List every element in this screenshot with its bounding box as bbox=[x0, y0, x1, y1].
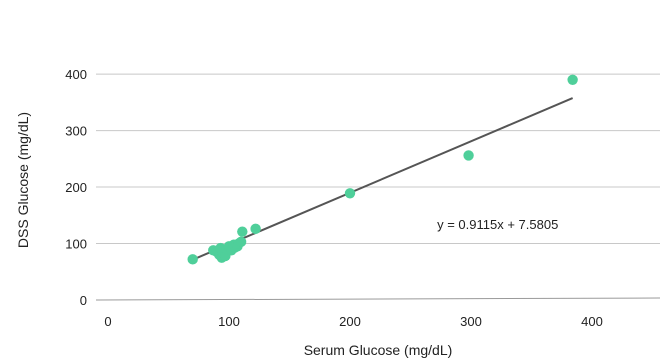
data-point-1 bbox=[187, 254, 198, 265]
data-points bbox=[187, 74, 578, 265]
trendline bbox=[194, 97, 574, 260]
x-tick-label-0: 0 bbox=[104, 314, 111, 329]
y-axis-ticks: 0 100 200 300 400 bbox=[65, 67, 87, 308]
y-tick-label-200: 200 bbox=[65, 180, 87, 195]
x-tick-label-300: 300 bbox=[460, 314, 482, 329]
gridlines bbox=[95, 73, 661, 301]
x-tick-label-100: 100 bbox=[218, 314, 240, 329]
x-axis-line bbox=[95, 297, 661, 301]
y-tick-label-400: 400 bbox=[65, 67, 87, 82]
y-tick-label-300: 300 bbox=[65, 124, 87, 139]
data-point-19 bbox=[344, 188, 356, 199]
y-tick-label-100: 100 bbox=[65, 237, 87, 252]
x-tick-label-400: 400 bbox=[581, 314, 603, 329]
x-tick-label-200: 200 bbox=[339, 314, 361, 329]
data-point-21 bbox=[567, 74, 578, 85]
trendline-equation: y = 0.9115x + 7.5805 bbox=[437, 217, 558, 232]
x-axis-label: Serum Glucose (mg/dL) bbox=[304, 342, 453, 358]
x-axis-ticks: 0 100 200 300 400 bbox=[104, 314, 602, 329]
data-point-20 bbox=[463, 150, 474, 161]
data-point-18 bbox=[250, 223, 261, 235]
data-point-16 bbox=[235, 236, 247, 248]
data-point-17 bbox=[237, 226, 248, 237]
y-tick-label-0: 0 bbox=[80, 293, 87, 308]
y-axis-label: DSS Glucose (mg/dL) bbox=[15, 112, 31, 248]
